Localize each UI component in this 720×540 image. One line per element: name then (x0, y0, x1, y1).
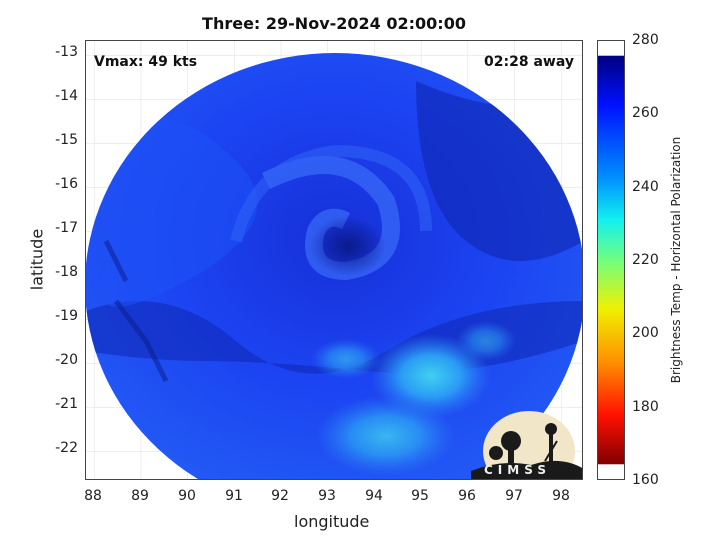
y-tick-label: -14 (55, 88, 78, 104)
map-plot-area: Vmax: 49 kts 02:28 away CIMSS (85, 40, 583, 480)
x-axis-title: longitude (294, 512, 370, 531)
y-tick-label: -17 (55, 220, 78, 236)
y-tick-label: -20 (55, 352, 78, 368)
satellite-image (86, 41, 582, 479)
time-away-label: 02:28 away (484, 54, 574, 70)
map-title: Three: 29-Nov-2024 02:00:00 (202, 14, 466, 33)
colorbar-tick-label: 160 (632, 472, 659, 488)
y-tick-label: -18 (55, 264, 78, 280)
cimss-logo-text: CIMSS (484, 463, 551, 477)
colorbar-tick-label: 240 (632, 179, 659, 195)
x-tick-label: 92 (271, 488, 289, 504)
x-tick-label: 97 (505, 488, 523, 504)
colorbar (597, 40, 625, 480)
x-tick-label: 88 (84, 488, 102, 504)
colorbar-tick-label: 220 (632, 252, 659, 268)
x-tick-label: 91 (225, 488, 243, 504)
x-tick-label: 94 (365, 488, 383, 504)
colorbar-tick-label: 280 (632, 32, 659, 48)
x-tick-label: 96 (458, 488, 476, 504)
x-tick-label: 95 (411, 488, 429, 504)
brightness-temp-field (86, 53, 582, 479)
y-tick-label: -16 (55, 176, 78, 192)
y-tick-label: -13 (55, 44, 78, 60)
colorbar-title: Brightness Temp - Horizontal Polarizatio… (669, 136, 683, 384)
x-tick-label: 90 (178, 488, 196, 504)
x-tick-label: 98 (552, 488, 570, 504)
colorbar-tick-label: 200 (632, 325, 659, 341)
x-tick-label: 93 (318, 488, 336, 504)
x-tick-label: 89 (131, 488, 149, 504)
cimss-logo (471, 411, 582, 479)
colorbar-tick-label: 180 (632, 399, 659, 415)
vmax-label: Vmax: 49 kts (94, 54, 198, 70)
y-tick-label: -21 (55, 396, 78, 412)
y-tick-label: -22 (55, 440, 78, 456)
colorbar-tick-label: 260 (632, 105, 659, 121)
y-tick-label: -19 (55, 308, 78, 324)
y-tick-label: -15 (55, 132, 78, 148)
y-axis-title: latitude (27, 228, 47, 291)
